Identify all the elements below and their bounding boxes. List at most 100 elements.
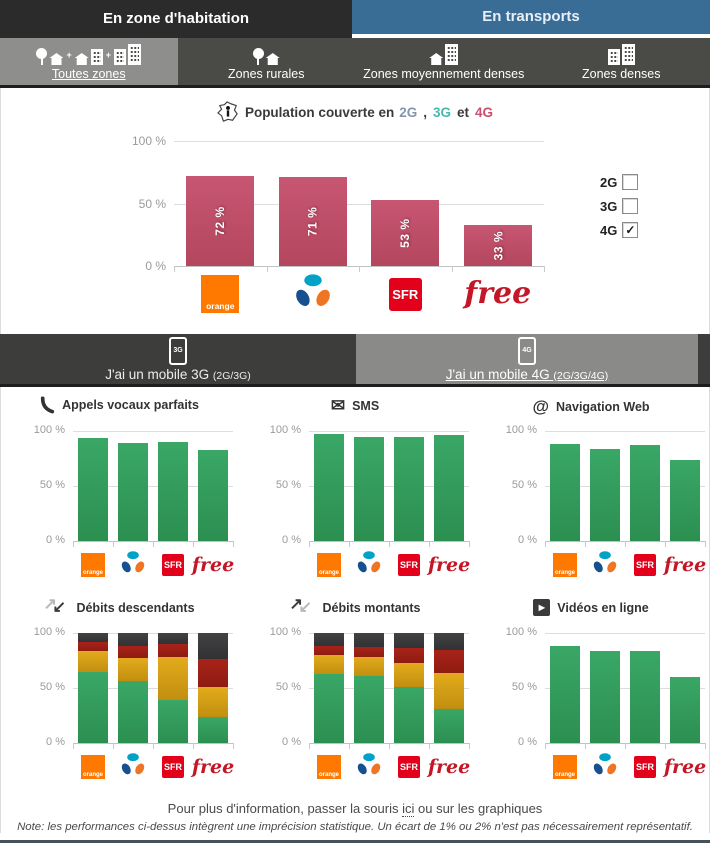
zone-tab-denses[interactable]: Zones denses xyxy=(533,38,710,85)
y-axis-label: 0 % xyxy=(282,534,301,546)
stacked-bar-bouygues[interactable] xyxy=(118,633,148,743)
chart-plot xyxy=(545,431,706,547)
stacked-bar-sfr[interactable] xyxy=(394,633,424,743)
checkbox-3g[interactable] xyxy=(622,198,639,214)
title-4g: 4G xyxy=(475,104,494,120)
bar-bouygues[interactable] xyxy=(590,650,620,743)
bar-orange[interactable] xyxy=(550,646,580,743)
operator-logo-orange: orange xyxy=(81,553,105,577)
axis-tick xyxy=(266,266,268,272)
bar-orange[interactable] xyxy=(314,434,344,541)
appels-chart: 100 % 50 % 0 % orange SFR free xyxy=(29,424,234,581)
operator-logo-free: free xyxy=(191,755,235,778)
bar-sfr[interactable] xyxy=(394,436,424,541)
gridline xyxy=(174,141,544,142)
buildings-icon xyxy=(128,44,142,65)
main-chart-title: Population couverte en 2G, 3G et 4G xyxy=(1,100,709,124)
bouygues-logo-icon xyxy=(121,752,145,774)
axis-tick xyxy=(233,541,234,547)
gridline xyxy=(174,203,544,205)
stacked-bar-bouygues[interactable] xyxy=(354,633,384,743)
stacked-bar-free[interactable] xyxy=(198,633,228,743)
axis-tick xyxy=(309,743,310,749)
axis-tick xyxy=(545,541,546,547)
stack-segment xyxy=(434,708,464,743)
mobile-tab-label: J'ai un mobile 4G (2G/3G/4G) xyxy=(445,366,609,382)
stack-segment xyxy=(158,700,188,743)
operator-logo-sfr: SFR xyxy=(634,756,656,778)
axis-tick xyxy=(705,541,706,547)
orange-logo-text: orange xyxy=(318,772,339,778)
house-icon xyxy=(429,53,444,65)
gridline xyxy=(545,688,705,689)
axis-tick xyxy=(625,541,626,547)
bar-bouygues[interactable]: 71 % xyxy=(278,177,347,266)
stack-segment xyxy=(118,633,148,647)
stacked-bar-orange[interactable] xyxy=(78,633,108,743)
axis-tick xyxy=(73,541,74,547)
bar-free[interactable] xyxy=(198,449,228,541)
stacked-bar-free[interactable] xyxy=(434,633,464,743)
tab-mobile-3g[interactable]: 3G J'ai un mobile 3G (2G/3G) xyxy=(0,334,356,384)
bar-bouygues[interactable] xyxy=(354,436,384,541)
tab-en-zone-habitation[interactable]: En zone d'habitation xyxy=(102,10,250,27)
title-3g: 3G xyxy=(433,104,452,120)
checkbox-2g[interactable] xyxy=(622,174,639,190)
bar-sfr[interactable]: 53 % xyxy=(371,199,440,266)
bar-bouygues[interactable] xyxy=(118,443,148,541)
stack-segment xyxy=(354,647,384,658)
chart-title: ✉ SMS xyxy=(330,396,380,415)
operator-logo-orange: orange xyxy=(317,553,341,577)
stack-segment xyxy=(198,686,228,717)
operator-logo-sfr: SFR xyxy=(634,554,656,576)
mobile-4g-icon: 4G xyxy=(518,336,536,365)
info-link-ici[interactable]: ici xyxy=(402,801,415,817)
population-chart: 100 % 50 % 0 % 72 % 71 % 53 % 33 % orange SFR fre… xyxy=(110,134,545,314)
operator-logo-bouygues xyxy=(592,549,618,582)
operator-logos: orange SFR free xyxy=(309,751,470,783)
building-icon xyxy=(445,44,459,65)
y-axis: 100 % 50 % 0 % xyxy=(265,626,301,748)
bar-sfr[interactable] xyxy=(630,445,660,541)
sms-chart: 100 % 50 % 0 % orange SFR free xyxy=(265,424,471,581)
bar-bouygues[interactable] xyxy=(590,448,620,541)
zone-tab-moyennement-denses[interactable]: Zones moyennement denses xyxy=(355,38,533,85)
bar-sfr[interactable] xyxy=(158,442,188,541)
zone-tab-toutes-zones[interactable]: + + Toutes zones xyxy=(0,38,178,85)
tab-mobile-4g[interactable]: 4G J'ai un mobile 4G (2G/3G/4G) xyxy=(356,334,698,384)
stack-segment xyxy=(118,658,148,682)
phone-badge: 4G xyxy=(522,347,532,354)
building-icon xyxy=(607,49,620,65)
bar-free[interactable] xyxy=(670,459,700,541)
bar-free[interactable] xyxy=(434,435,464,541)
web-chart: 100 % 50 % 0 % orange SFR free xyxy=(501,424,706,582)
bar-sfr[interactable] xyxy=(630,650,660,743)
buildings-icon xyxy=(621,44,635,65)
bar-value-label: 72 % xyxy=(213,206,228,236)
zone-tab-label: Toutes zones xyxy=(51,67,126,81)
stack-segment xyxy=(314,633,344,647)
phone-icon xyxy=(40,396,55,414)
axis-tick xyxy=(193,541,194,547)
chart-navigation-web: @ Navigation Web 100 % 50 % 0 % orange SFR fr… xyxy=(473,387,709,589)
legend-label-3g: 3G xyxy=(600,198,618,214)
operator-logos: orange SFR free xyxy=(174,273,544,314)
bar-value-label: 33 % xyxy=(490,230,505,261)
bar-free[interactable]: 33 % xyxy=(463,224,532,266)
tab-en-transports[interactable]: En transports xyxy=(352,0,710,38)
zone-tab-rurales[interactable]: Zones rurales xyxy=(178,38,356,85)
stacked-bar-orange[interactable] xyxy=(314,633,344,743)
chart-plot xyxy=(309,633,470,749)
orange-logo-text: orange xyxy=(82,570,103,576)
video-chart: 100 % 50 % 0 % orange SFR free xyxy=(501,626,706,783)
bar-free[interactable] xyxy=(670,677,700,743)
gridline xyxy=(545,486,705,487)
stacked-bar-sfr[interactable] xyxy=(158,633,188,743)
chart-title: Appels vocaux parfaits xyxy=(1,396,237,414)
operator-logo-sfr: SFR xyxy=(162,554,184,576)
bar-orange[interactable]: 72 % xyxy=(186,176,255,266)
operator-logo-free: free xyxy=(427,553,471,576)
checkbox-4g[interactable]: ✓ xyxy=(622,222,639,238)
bar-orange[interactable] xyxy=(550,444,580,541)
bar-orange[interactable] xyxy=(78,437,108,541)
